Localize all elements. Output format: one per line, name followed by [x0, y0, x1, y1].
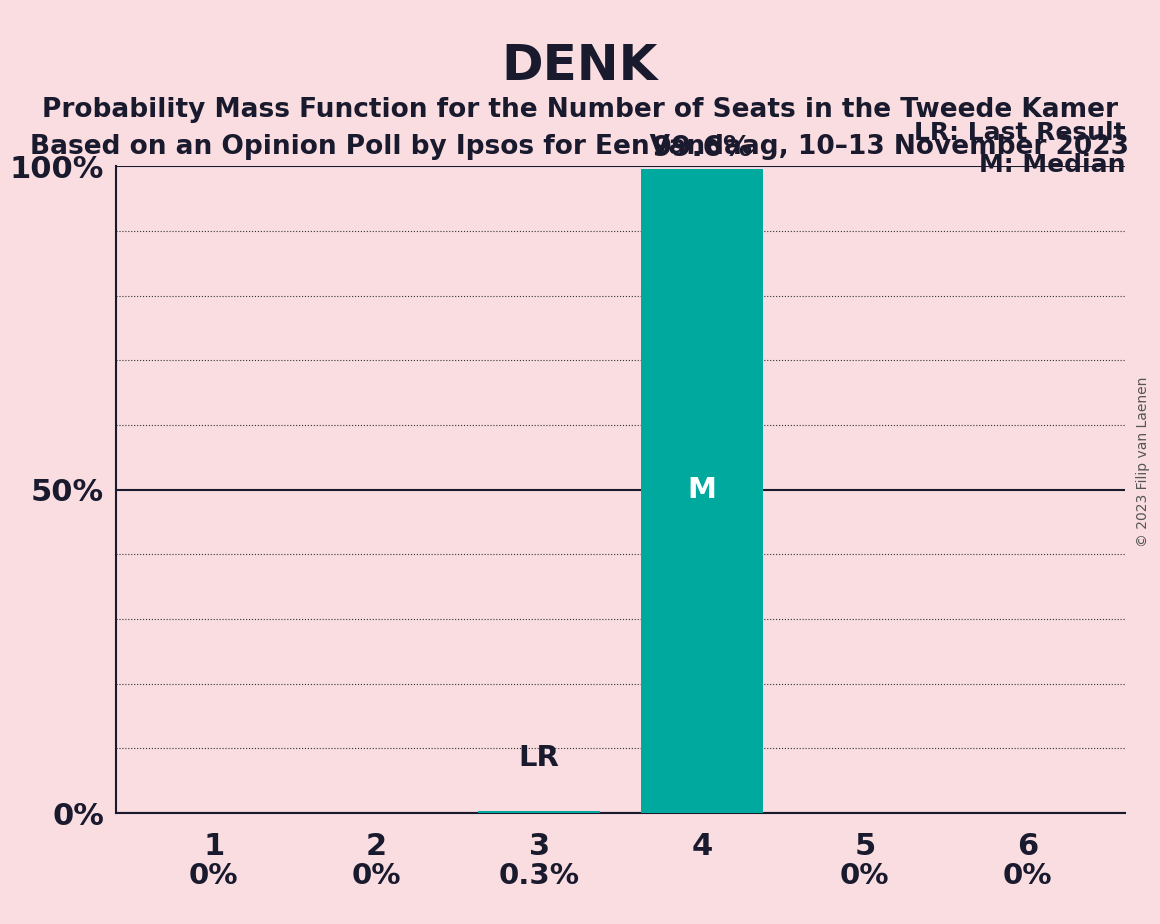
- Text: Based on an Opinion Poll by Ipsos for EenVandaag, 10–13 November 2023: Based on an Opinion Poll by Ipsos for Ee…: [30, 134, 1130, 160]
- Text: © 2023 Filip van Laenen: © 2023 Filip van Laenen: [1136, 377, 1150, 547]
- Bar: [641, 169, 763, 813]
- Text: LR: Last Result: LR: Last Result: [914, 121, 1125, 145]
- Text: 99.6%: 99.6%: [652, 134, 753, 163]
- Text: LR: LR: [519, 745, 559, 772]
- Bar: [478, 811, 600, 813]
- Text: 0%: 0%: [1002, 861, 1052, 890]
- Text: M: Median: M: Median: [979, 153, 1125, 177]
- Text: M: M: [688, 476, 717, 504]
- Text: DENK: DENK: [502, 42, 658, 90]
- Text: 0%: 0%: [189, 861, 239, 890]
- Text: Probability Mass Function for the Number of Seats in the Tweede Kamer: Probability Mass Function for the Number…: [42, 97, 1118, 123]
- Text: 0.3%: 0.3%: [499, 861, 580, 890]
- Text: 0%: 0%: [840, 861, 890, 890]
- Text: 0%: 0%: [351, 861, 401, 890]
